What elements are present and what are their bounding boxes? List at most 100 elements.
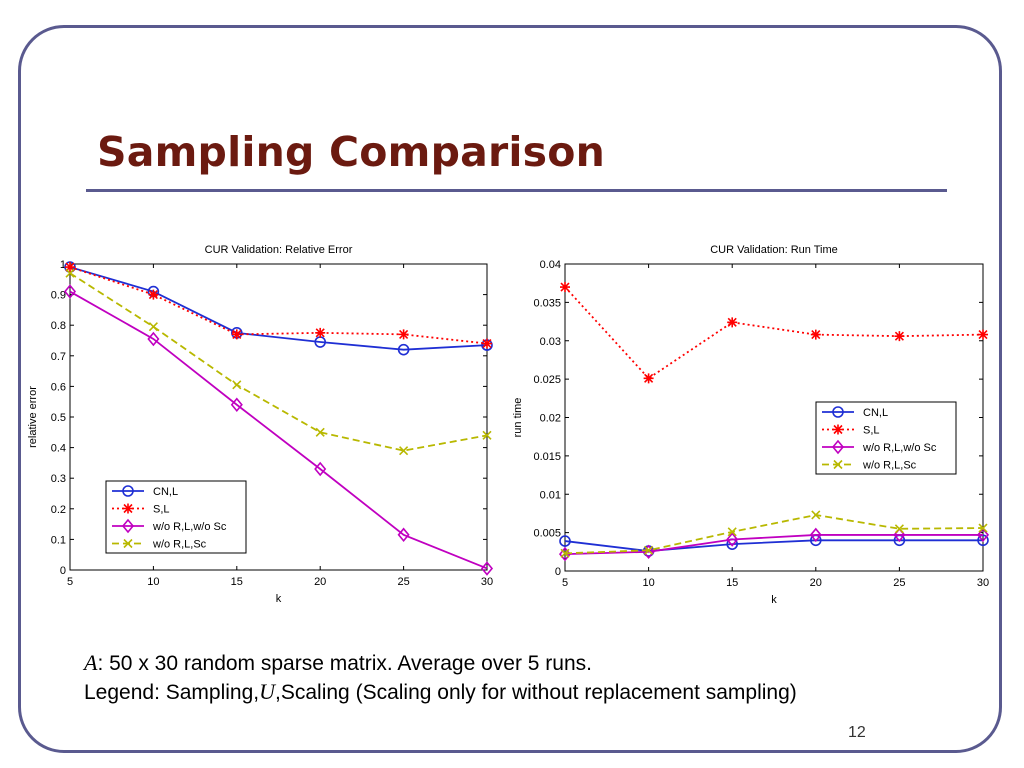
data-point: [726, 532, 739, 547]
caption-line-2-before: Legend: Sampling,: [84, 681, 260, 704]
series-line: [69, 266, 488, 345]
series-1: [65, 262, 492, 349]
legend-label: CN,L: [153, 486, 178, 498]
chart-title: CUR Validation: Run Time: [710, 244, 838, 256]
y-tick-label: 0.025: [533, 374, 561, 386]
series-1: [560, 282, 988, 384]
legend-marker: [123, 538, 133, 549]
data-point: [558, 546, 572, 562]
legend-label: w/o R,L,Sc: [152, 539, 207, 551]
data-point: [63, 284, 77, 299]
data-point: [315, 427, 325, 437]
slide-title: Sampling Comparison: [97, 128, 606, 176]
data-point: [397, 527, 410, 543]
caption-line-2-after: ,Scaling (Scaling only for without repla…: [275, 681, 797, 704]
data-point: [397, 343, 410, 356]
y-tick-label: 0.01: [540, 489, 561, 501]
data-point: [230, 397, 243, 413]
data-point: [398, 329, 409, 340]
legend: CN,L S,L w/o R,L,w/o Sc w/o R,L,Sc: [105, 480, 247, 554]
y-tick-label: 0.035: [533, 297, 561, 309]
caption-line-2: Legend: Sampling,U,Scaling (Scaling only…: [84, 679, 797, 705]
x-tick-label: 30: [977, 577, 989, 589]
y-tick-label: 0.9: [51, 290, 66, 302]
page-number: 12: [848, 724, 866, 741]
x-tick-label: 20: [314, 576, 326, 588]
data-point: [314, 461, 327, 477]
title-underline: [86, 189, 947, 192]
y-tick-label: 0.8: [51, 320, 66, 332]
y-tick-label: 0.015: [533, 451, 561, 463]
data-point: [894, 524, 904, 534]
y-tick-label: 0.7: [51, 351, 66, 363]
y-tick-label: 0.04: [540, 259, 561, 271]
data-point: [232, 380, 242, 390]
x-tick-label: 10: [147, 576, 159, 588]
data-point: [482, 430, 492, 440]
x-tick-label: 5: [562, 577, 568, 589]
series-2: [63, 284, 494, 576]
y-tick-label: 0.02: [540, 413, 561, 425]
series-3: [65, 268, 492, 456]
legend-marker: [121, 518, 135, 534]
data-point: [480, 561, 494, 576]
data-point: [231, 329, 242, 340]
legend-label: S,L: [153, 504, 170, 516]
y-tick-label: 0.005: [533, 528, 561, 540]
y-tick-label: 0.2: [51, 504, 66, 516]
data-point: [894, 331, 905, 342]
data-point: [482, 338, 492, 349]
y-tick-label: 1: [60, 259, 66, 271]
legend-label: S,L: [863, 425, 880, 437]
x-tick-label: 10: [642, 577, 654, 589]
series-line: [564, 514, 984, 555]
legend-marker: [122, 485, 134, 497]
legend-box: [105, 480, 247, 554]
legend-box: [815, 401, 957, 475]
data-point: [644, 545, 654, 555]
data-point: [643, 373, 654, 384]
series-line: [564, 539, 983, 552]
data-point: [560, 548, 570, 558]
data-point: [399, 446, 409, 456]
data-point: [147, 331, 160, 347]
slide-frame: [18, 25, 1002, 753]
data-point: [978, 329, 988, 340]
legend-marker: [833, 459, 843, 470]
legend-label: w/o R,L,w/o Sc: [862, 442, 937, 454]
legend-label: w/o R,L,Sc: [862, 460, 917, 472]
y-tick-label: 0.6: [51, 381, 66, 393]
data-point: [727, 527, 737, 537]
x-tick-label: 5: [67, 576, 73, 588]
series-line: [564, 534, 983, 556]
data-point: [810, 329, 821, 340]
data-point: [65, 268, 75, 278]
legend-marker: [832, 406, 844, 418]
data-point: [978, 523, 988, 533]
y-tick-label: 0.03: [540, 336, 561, 348]
legend-label: w/o R,L,w/o Sc: [152, 521, 227, 533]
legend-marker: [123, 503, 133, 514]
x-axis-label: k: [276, 593, 282, 605]
x-tick-label: 15: [231, 576, 243, 588]
series-line: [69, 290, 488, 570]
data-point: [148, 322, 158, 332]
y-tick-label: 0.5: [51, 412, 66, 424]
data-point: [809, 527, 822, 543]
data-point: [811, 510, 821, 520]
y-tick-label: 0.4: [51, 443, 66, 455]
data-point: [315, 327, 326, 338]
legend: CN,L S,L w/o R,L,w/o Sc w/o R,L,Sc: [815, 401, 957, 475]
x-tick-label: 30: [481, 576, 493, 588]
data-point: [65, 262, 75, 273]
x-tick-label: 25: [397, 576, 409, 588]
data-point: [148, 289, 159, 300]
data-point: [559, 535, 571, 547]
legend-label: CN,L: [863, 407, 888, 419]
x-tick-label: 15: [726, 577, 738, 589]
data-point: [976, 527, 990, 543]
caption-line-1: A: 50 x 30 random sparse matrix. Average…: [84, 650, 592, 676]
series-line: [564, 286, 984, 380]
